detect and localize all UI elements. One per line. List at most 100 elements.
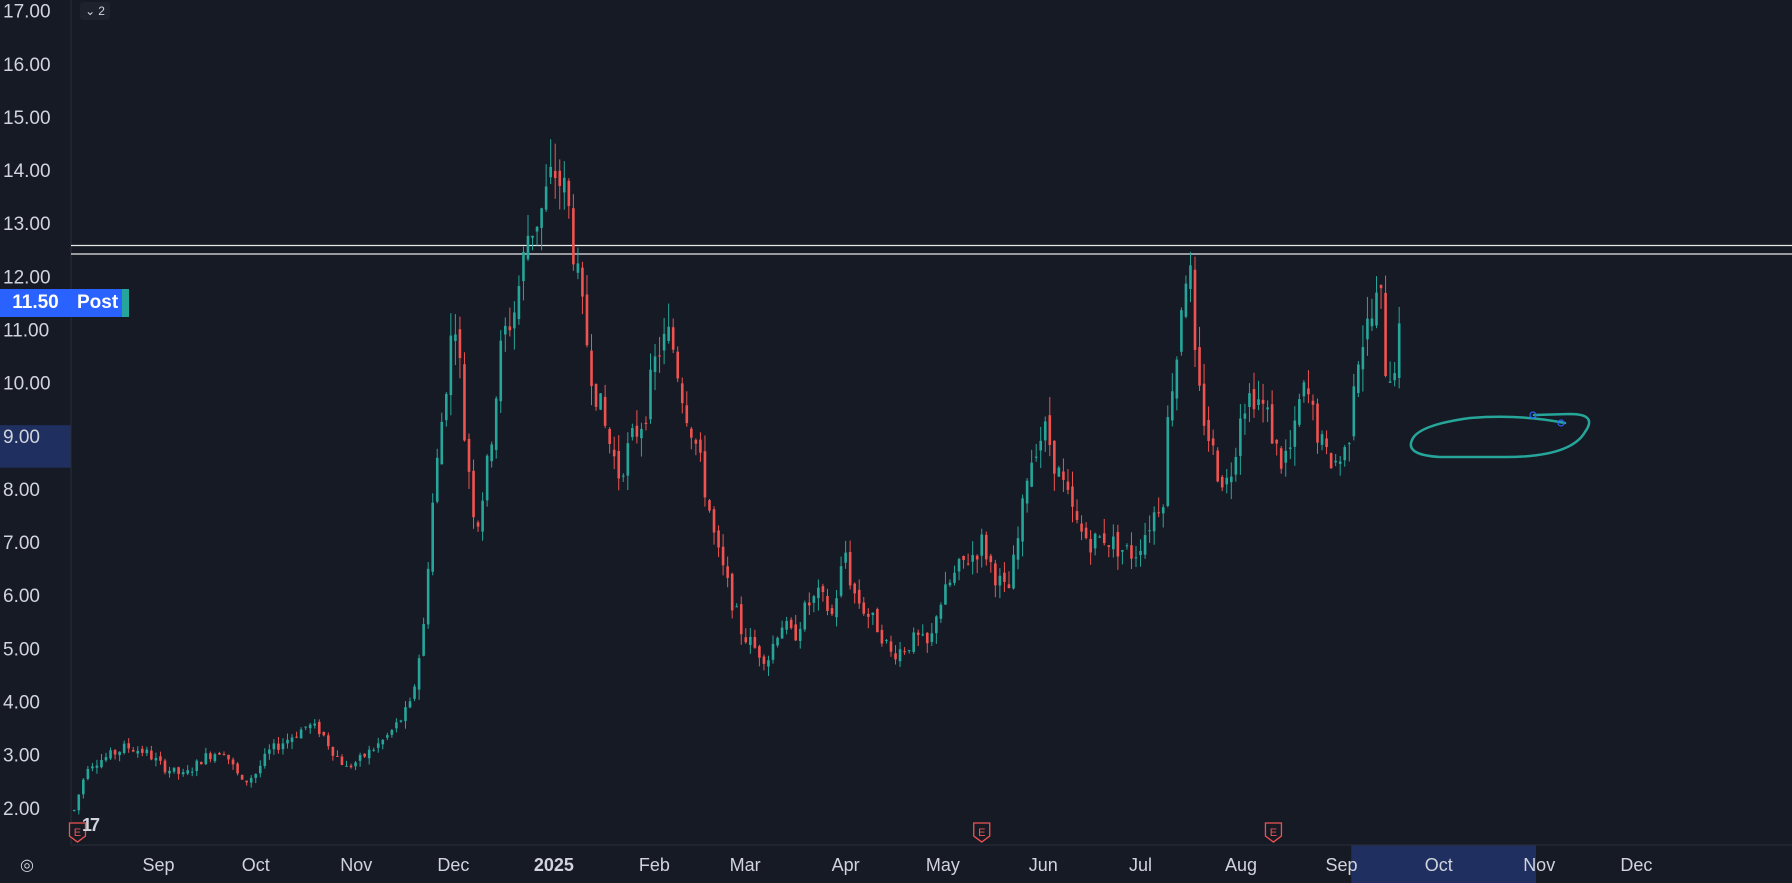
candle-body xyxy=(562,177,566,193)
candle-body xyxy=(1338,461,1342,464)
candle-body xyxy=(839,566,843,596)
candle-body xyxy=(417,658,421,690)
x-tick-label: Nov xyxy=(1523,855,1555,875)
candle xyxy=(145,746,149,757)
candle xyxy=(91,762,94,772)
candle xyxy=(395,718,398,733)
candle xyxy=(358,752,362,767)
candle xyxy=(721,534,725,576)
earnings-marker-shape xyxy=(1264,822,1283,843)
candle xyxy=(386,732,389,741)
candle-body xyxy=(526,235,530,260)
x-axis-labels: Sep Oct Nov Dec 2025 Feb Mar Apr May Jun Jul Aug Sep… xyxy=(142,855,1652,875)
earnings-marker: E xyxy=(1264,822,1283,843)
candle xyxy=(671,318,675,354)
candle-body xyxy=(1343,447,1347,461)
candle xyxy=(975,554,979,574)
loop-drawing[interactable] xyxy=(1409,411,1591,459)
candle-body xyxy=(186,770,189,774)
candle-body xyxy=(703,451,707,498)
x-tick-label: Apr xyxy=(832,855,860,875)
candle xyxy=(1202,363,1206,436)
candle-body xyxy=(95,765,99,768)
tradingview-logo[interactable]: 17 xyxy=(82,815,100,835)
candle xyxy=(898,641,902,667)
candle xyxy=(109,747,112,760)
candle-body xyxy=(222,754,226,756)
candle xyxy=(354,761,357,771)
candle xyxy=(431,493,435,576)
candle-body xyxy=(998,575,1002,586)
candle-body xyxy=(317,721,321,734)
candle-body xyxy=(1134,557,1138,559)
candle-body xyxy=(1048,415,1052,446)
candle xyxy=(1261,383,1265,423)
earnings-marker-label: E xyxy=(978,827,985,839)
earnings-marker-shape xyxy=(973,822,991,843)
settings-icon[interactable]: ◎ xyxy=(20,857,34,874)
loop-path[interactable] xyxy=(1409,412,1591,459)
candle-body xyxy=(780,627,784,639)
candle-body xyxy=(336,755,339,757)
candle-body xyxy=(585,294,589,346)
candle xyxy=(1207,406,1210,452)
candle-body xyxy=(853,583,856,594)
candle xyxy=(1034,443,1038,462)
candle-body xyxy=(82,779,85,795)
horizontal-lines[interactable] xyxy=(71,244,1792,255)
candle xyxy=(445,392,448,427)
candle-body xyxy=(712,509,716,533)
candle-body xyxy=(1393,373,1396,381)
candle-body xyxy=(581,267,584,297)
candle xyxy=(440,412,444,465)
candle xyxy=(1089,530,1092,565)
candle xyxy=(381,738,385,750)
x-tick-label: Jul xyxy=(1129,855,1152,875)
candle-body xyxy=(649,369,652,420)
candle-body xyxy=(1347,443,1351,445)
candle-body xyxy=(935,616,938,634)
candle xyxy=(640,422,643,457)
candle xyxy=(204,747,208,766)
candle-body xyxy=(826,595,829,611)
candle-body xyxy=(1171,391,1174,421)
candle-body xyxy=(1397,323,1401,378)
candle-body xyxy=(109,750,112,759)
candle-body xyxy=(866,613,870,617)
candle xyxy=(576,247,580,280)
candle-body xyxy=(894,653,897,660)
candle xyxy=(726,556,729,588)
candle xyxy=(467,433,471,489)
candle-body xyxy=(572,208,575,265)
candle-body xyxy=(1252,389,1256,410)
candle-body xyxy=(1234,456,1238,475)
candle-body xyxy=(172,767,176,772)
loop-handle-end[interactable] xyxy=(1557,419,1565,427)
candle xyxy=(299,727,303,739)
candle xyxy=(776,636,779,648)
candle-body xyxy=(1107,545,1111,547)
candle-body xyxy=(535,226,539,232)
candle-body xyxy=(1379,284,1383,289)
candle-body xyxy=(1316,403,1319,443)
candle-body xyxy=(694,439,698,444)
candle-body xyxy=(758,646,761,658)
candle xyxy=(889,635,893,657)
candle xyxy=(1384,275,1387,378)
candle xyxy=(1175,356,1179,411)
candle xyxy=(753,629,757,649)
y-tick-label: 4.00 xyxy=(3,693,40,714)
candle-body xyxy=(426,568,430,625)
candle-body xyxy=(159,756,162,761)
candle-body xyxy=(912,632,915,652)
loop-handle-start[interactable] xyxy=(1529,411,1537,419)
candle xyxy=(222,751,226,756)
candle-body xyxy=(808,602,811,606)
candle-body xyxy=(690,428,693,438)
candle-body xyxy=(485,455,489,501)
candle xyxy=(141,745,144,757)
legend-collapse-button[interactable]: ⌄ 2 xyxy=(80,2,110,20)
candle xyxy=(857,579,861,609)
